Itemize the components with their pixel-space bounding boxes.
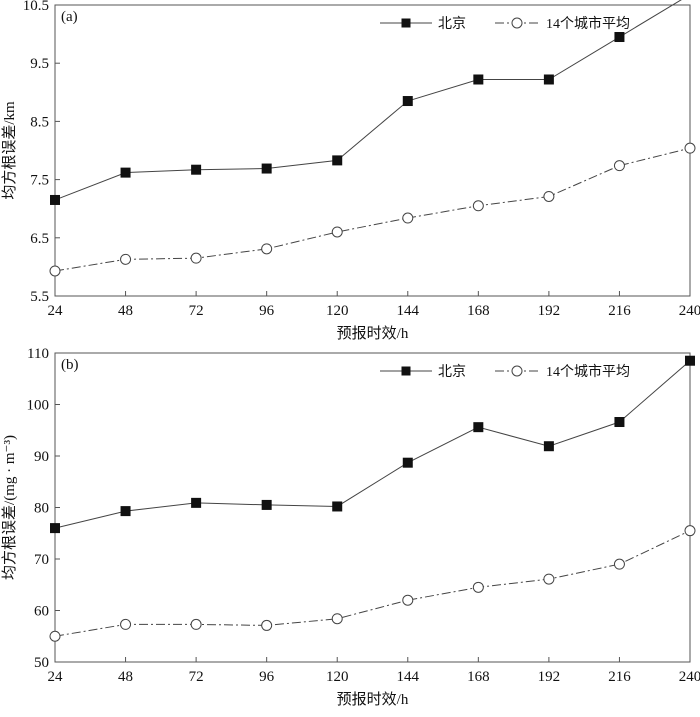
y-tick-label: 9.5 (30, 56, 49, 72)
data-point-average (261, 243, 273, 255)
legend-label-average: 14个城市平均 (546, 363, 630, 380)
data-point-beijing (473, 74, 484, 85)
x-tick-label: 168 (467, 669, 490, 685)
series-line-beijing (54, 360, 691, 529)
data-point-beijing (50, 523, 60, 534)
data-point-average (613, 160, 625, 172)
data-point-average (190, 252, 202, 264)
x-tick-label: 24 (48, 669, 64, 685)
x-axis-title: 预报时效/h (337, 325, 409, 342)
data-point-beijing (402, 457, 413, 468)
data-point-average (261, 619, 273, 631)
x-tick-label: 240 (679, 669, 700, 685)
x-tick-label: 144 (397, 669, 420, 685)
data-point-average (472, 581, 484, 593)
data-point-beijing (332, 501, 343, 512)
series-line-beijing (54, 0, 682, 201)
panel-label: (b) (61, 357, 79, 373)
data-point-average (472, 200, 484, 212)
y-axis-title: 均方根误差/km (1, 101, 18, 200)
plot-frame (54, 352, 691, 663)
plot-frame (54, 4, 691, 297)
x-tick-label: 72 (189, 669, 204, 685)
x-tick-label: 168 (467, 303, 490, 319)
x-tick-label: 96 (259, 669, 275, 685)
y-tick-label: 80 (34, 501, 49, 517)
data-point-average (331, 226, 343, 238)
data-point-average (402, 594, 414, 606)
data-point-beijing (332, 155, 343, 166)
data-point-beijing (614, 417, 625, 428)
data-point-average (684, 142, 696, 154)
x-tick-label: 120 (326, 303, 349, 319)
panel-b: 24 48 72 96 120 144 168 192 216 240 50 60 70 80 90 100 1… (1, 346, 700, 708)
data-point-average (543, 190, 555, 202)
y-tick-label: 70 (34, 552, 49, 568)
data-point-beijing (543, 441, 554, 452)
data-point-average (613, 558, 625, 570)
data-point-average (49, 265, 61, 277)
y-tick-label: 110 (27, 346, 49, 362)
x-tick-label: 240 (679, 303, 700, 319)
data-point-beijing (261, 163, 272, 174)
data-point-beijing (614, 32, 625, 43)
y-tick-label: 50 (34, 655, 49, 671)
data-point-beijing (473, 422, 484, 433)
legend: 北京 14个城市平均 (380, 15, 630, 32)
data-point-average (543, 573, 555, 585)
legend-label-beijing: 北京 (438, 364, 466, 380)
y-tick-label: 5.5 (30, 289, 49, 305)
legend: 北京 14个城市平均 (380, 363, 630, 380)
data-point-average (120, 618, 132, 630)
series-line-average (54, 147, 691, 272)
legend-marker-beijing (401, 18, 411, 28)
data-point-beijing (120, 167, 131, 178)
data-point-beijing (191, 497, 202, 508)
legend-marker-average (511, 365, 523, 377)
legend-marker-beijing (401, 366, 411, 376)
legend-label-average: 14个城市平均 (546, 15, 630, 32)
y-tick-label: 100 (27, 398, 50, 414)
legend-label-beijing: 北京 (438, 16, 466, 32)
x-tick-label: 24 (48, 303, 64, 319)
x-tick-label: 144 (397, 303, 420, 319)
data-point-beijing (191, 164, 202, 175)
data-point-average (684, 525, 696, 537)
y-tick-label: 10.5 (23, 0, 49, 14)
data-point-average (190, 618, 202, 630)
x-tick-label: 216 (608, 303, 631, 319)
data-point-beijing (261, 499, 272, 510)
x-tick-label: 48 (118, 669, 133, 685)
data-point-average (402, 212, 414, 224)
data-point-beijing (685, 355, 695, 366)
data-point-beijing (402, 96, 413, 107)
y-tick-label: 60 (34, 604, 49, 620)
x-tick-label: 48 (118, 303, 133, 319)
x-tick-label: 120 (326, 669, 349, 685)
y-tick-label: 6.5 (30, 231, 49, 247)
data-point-beijing (120, 506, 131, 517)
series-line-average (54, 530, 691, 637)
panel-a: 24 48 72 96 120 144 168 192 216 240 5.5 6.5 7.5 8.5 9.… (1, 0, 700, 342)
data-point-average (49, 630, 61, 642)
x-tick-label: 216 (608, 669, 631, 685)
panel-label: (a) (61, 9, 78, 25)
x-tick-label: 192 (538, 669, 561, 685)
y-tick-label: 7.5 (30, 173, 49, 189)
x-tick-label: 192 (538, 303, 561, 319)
data-point-beijing (543, 74, 554, 85)
data-point-beijing (50, 194, 60, 205)
x-axis-title: 预报时效/h (337, 691, 409, 708)
y-tick-label: 8.5 (30, 114, 49, 130)
y-tick-label: 90 (34, 449, 49, 465)
y-axis-title: 均方根误差/(mg · m⁻³) (1, 435, 18, 580)
x-tick-label: 96 (259, 303, 275, 319)
data-point-average (331, 613, 343, 625)
legend-marker-average (511, 17, 523, 29)
x-tick-label: 72 (189, 303, 204, 319)
data-point-average (120, 253, 132, 265)
